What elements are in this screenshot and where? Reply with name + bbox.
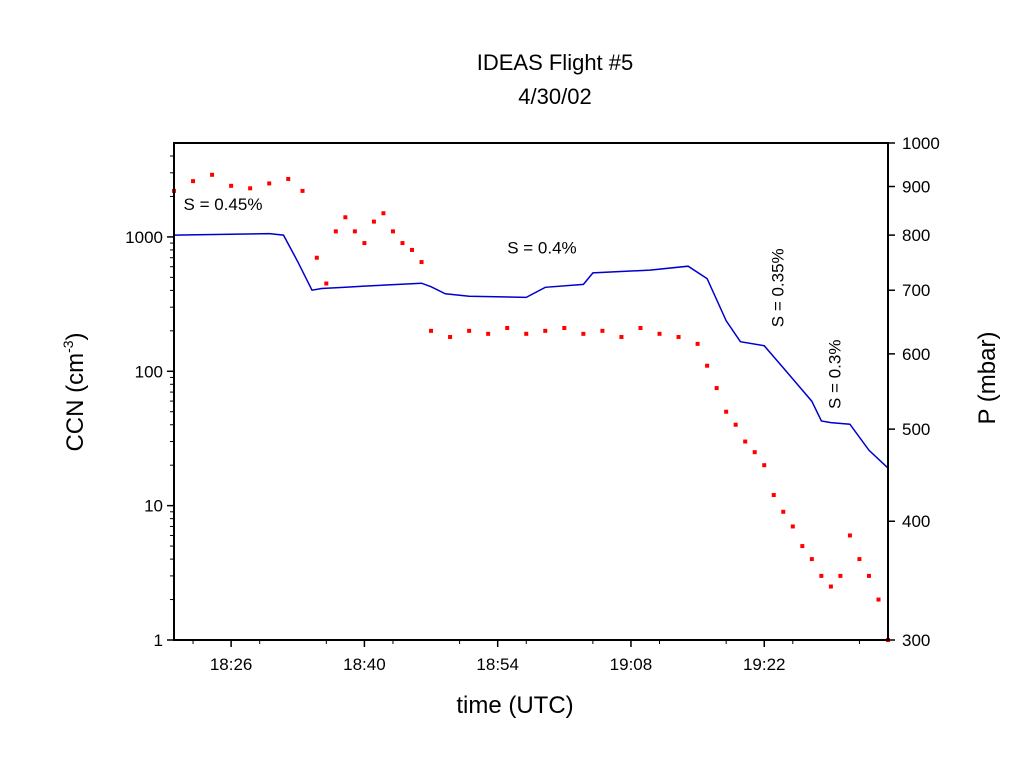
ccn-point [800,544,805,549]
y-tick-label: 100 [135,362,163,381]
ccn-point [362,241,367,246]
chart-title: IDEAS Flight #5 [477,50,634,75]
ccn-point [600,328,605,333]
y-axis-title: CCN (cm-3) [60,332,89,451]
y2-tick-label: 500 [902,420,930,439]
ccn-point [724,409,729,414]
annotation-label: S = 0.45% [184,195,263,214]
ccn-point [229,183,234,188]
y-axis-title-sup: -3 [60,340,76,353]
ccn-point [562,325,567,330]
ccn-point [733,422,738,427]
x-axis-title: time (UTC) [456,692,573,719]
x-tick-label: 18:54 [476,655,519,674]
y2-tick-label: 600 [902,345,930,364]
ccn-point [771,492,776,497]
ccn-point [619,334,624,339]
y-axis-title-end: ) [62,332,89,340]
plot-frame [173,142,889,641]
y2-axis-ticks: 300 400 500 600 700 800 900 1000 [888,134,940,650]
ccn-point [300,188,305,193]
ccn-point [467,328,472,333]
x-axis-ticks: 18:26 18:40 18:54 19:08 19:22 [192,640,860,674]
ccn-point [333,229,338,234]
ccn-point [695,341,700,346]
ccn-point [762,463,767,468]
ccn-point [314,255,319,260]
ccn-point [448,334,453,339]
x-tick-label: 18:40 [343,655,386,674]
ccn-point [390,229,395,234]
ccn-point [638,325,643,330]
ccn-point [210,172,215,177]
ccn-point [857,557,862,562]
ccn-point [809,557,814,562]
ccn-point [743,439,748,444]
y2-tick-label: 900 [902,177,930,196]
ccn-point [705,363,710,368]
ccn-series [172,172,890,642]
y-tick-label: 1 [154,631,163,650]
ccn-point [381,211,386,216]
x-tick-label: 19:22 [743,655,786,674]
ccn-point [581,331,586,336]
annotation-label: S = 0.35% [768,248,787,327]
ccn-point [371,219,376,224]
ccn-point [267,181,272,186]
ccn-point [429,328,434,333]
y2-tick-label: 800 [902,226,930,245]
ccn-point [505,325,510,330]
ccn-point [752,450,757,455]
ccn-point [828,584,833,589]
ccn-point [838,573,843,578]
ccn-point [486,331,491,336]
ccn-point [400,241,405,246]
annotation-label: S = 0.3% [825,340,844,409]
ccn-point [790,524,795,529]
ccn-point [876,597,881,602]
ccn-point [676,334,681,339]
ccn-point [866,573,871,578]
pressure-series [173,232,889,469]
y2-axis-title: P (mbar) [974,332,1001,425]
annotation-label: S = 0.4% [507,239,576,258]
ccn-point [847,533,852,538]
y2-tick-label: 1000 [902,134,940,153]
ccn-point [543,328,548,333]
x-tick-label: 18:26 [210,655,253,674]
ccn-point [352,229,357,234]
ccn-point [343,215,348,220]
y-tick-label: 1000 [125,228,163,247]
ccn-point [819,573,824,578]
ccn-point [419,260,424,265]
ccn-point [657,331,662,336]
y2-tick-label: 400 [902,512,930,531]
y-tick-label: 10 [144,497,163,516]
chart-subtitle: 4/30/02 [518,84,591,109]
ccn-point [410,247,414,252]
y-axis-title-main: CCN (cm [62,353,89,452]
ccn-point [714,386,719,391]
y-axis-ticks: 1 10 100 1000 [125,155,174,650]
ccn-point [248,186,253,191]
ccn-point [524,331,529,336]
x-tick-label: 19:08 [610,655,653,674]
y2-tick-label: 300 [902,631,930,650]
pressure-line [173,232,889,469]
ccn-point [781,509,786,514]
ccn-point [191,179,196,184]
y2-tick-label: 700 [902,281,930,300]
ccn-point [286,176,291,181]
ccn-point [324,281,329,286]
supersaturation-annotations: S = 0.45% S = 0.4% S = 0.35% S = 0.3% [184,195,845,409]
